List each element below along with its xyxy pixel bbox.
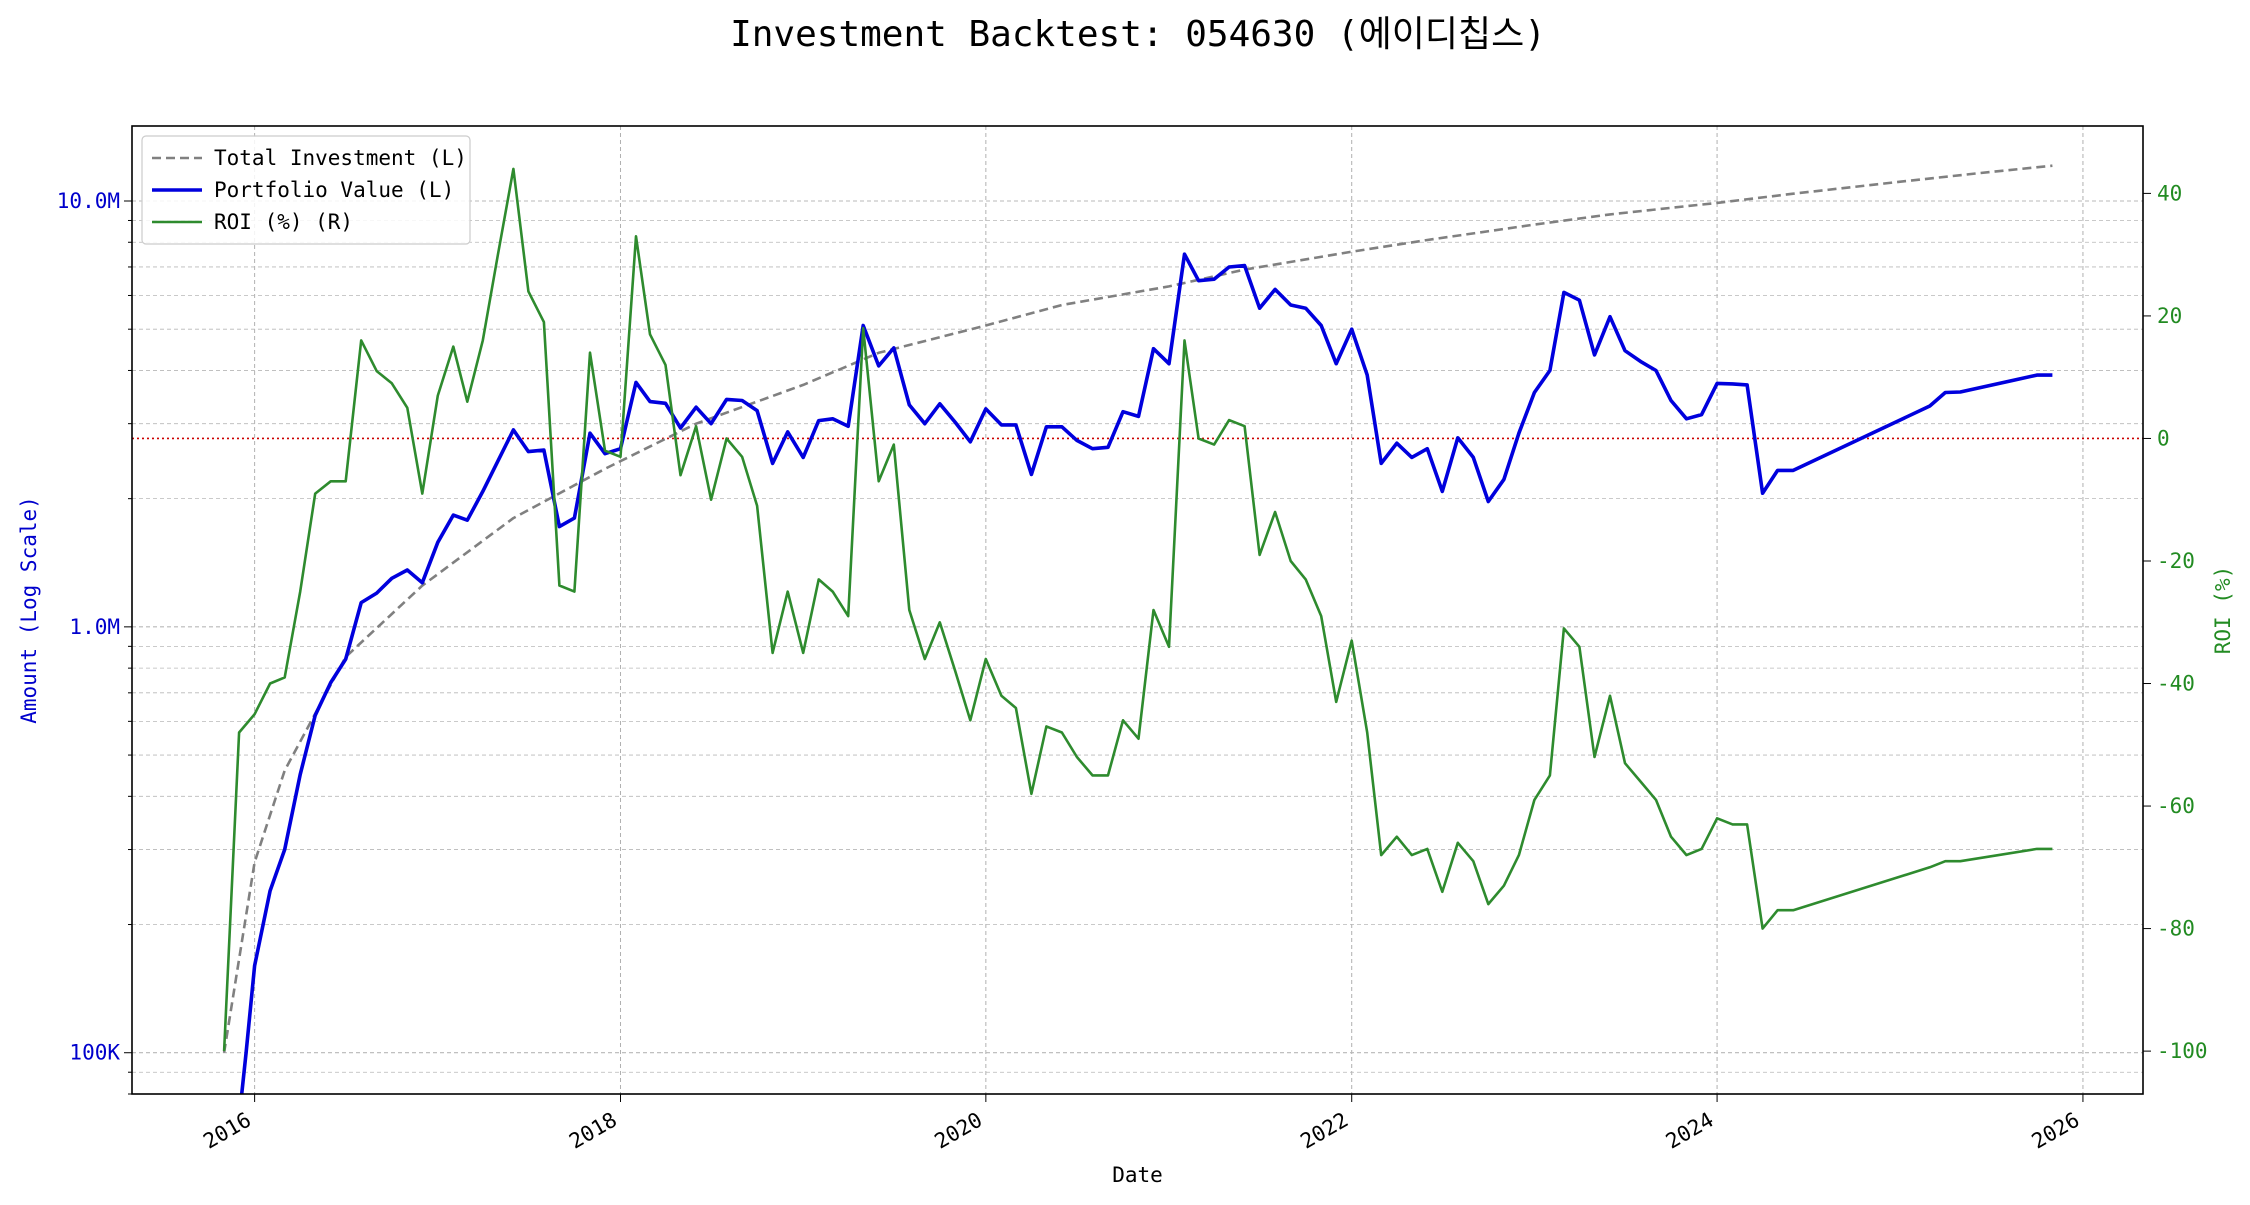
series-line-portfolio [239,252,2053,1094]
y-right-tick-label: -80 [2157,917,2195,941]
legend-box [141,135,471,245]
y-right-tick-label: 20 [2157,304,2182,328]
plot-frame [131,125,2144,1095]
y-left-tick-label: 10.0M [57,189,120,213]
x-tick-label: 2024 [1662,1108,1718,1154]
series-lines [222,164,2053,1094]
x-tick-label: 2026 [2028,1108,2084,1154]
y-left-tick-label: 100K [69,1041,120,1065]
legend-label-roi: ROI (%) (R) [214,210,353,234]
legend-label-total: Total Investment (L) [214,146,467,170]
y-right-tick-label: 0 [2157,426,2170,450]
legend-label-portfolio: Portfolio Value (L) [214,178,454,202]
y-right-tick-label: -60 [2157,794,2195,818]
grid-lines [132,126,2143,1095]
series-line-total [222,164,2053,1053]
y-right-tick-label: -100 [2157,1039,2208,1063]
series-line-roi [222,167,2053,1052]
x-tick-label: 2018 [565,1108,621,1154]
x-tick-label: 2022 [1296,1108,1352,1154]
legend: Total Investment (L) Portfolio Value (L) R… [141,135,471,245]
x-tick-label: 2020 [931,1108,987,1154]
chart-title: Investment Backtest: 054630 (에이디칩스) [730,14,1546,55]
y-left-axis-label: Amount (Log Scale) [17,496,41,724]
y-right-tick-label: -40 [2157,672,2195,696]
x-axis-label: Date [1112,1163,1163,1187]
y-right-tick-label: 40 [2157,181,2182,205]
x-tick-label: 2016 [199,1108,255,1154]
y-right-tick-label: -20 [2157,549,2195,573]
y-right-axis-label: ROI (%) [2211,566,2235,655]
axis-ticks: 100K 1.0M 10.0M -100 -80 -60 -40 -20 0 20 40 2016 20… [57,181,2208,1153]
y-left-tick-label: 1.0M [69,615,120,639]
